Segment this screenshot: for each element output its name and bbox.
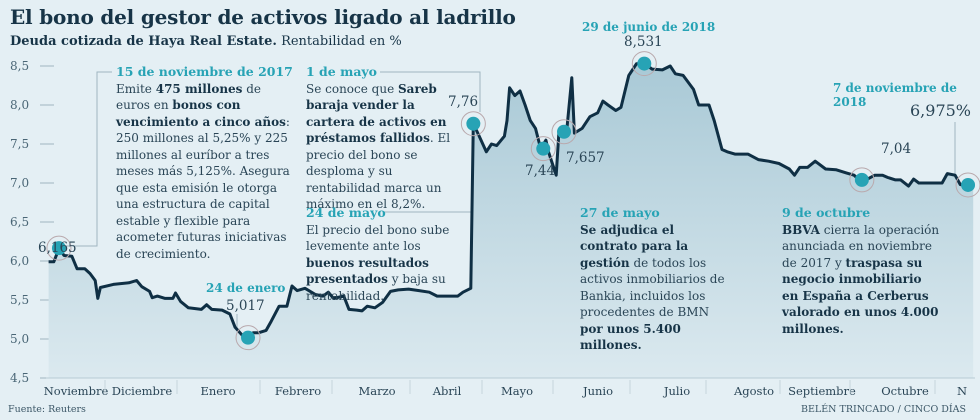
highlight-value-label: 5,017 — [226, 298, 265, 314]
marker-dot — [241, 330, 256, 345]
month-label: Octubre — [881, 384, 929, 398]
marker-ring — [235, 325, 261, 351]
highlight-date-label: 29 de junio de 2018 — [582, 20, 716, 34]
annotation-text: El precio del bono sube levemente ante l… — [306, 222, 450, 254]
y-tick-label: 8,0 — [10, 98, 29, 112]
y-tick-label: 7,0 — [10, 176, 29, 190]
annotation-oct9: 9 de octubre BBVA cierra la operación anu… — [782, 205, 942, 337]
month-label: Enero — [200, 384, 235, 398]
marker-dot — [557, 124, 571, 139]
y-tick-label: 6,5 — [10, 215, 29, 229]
highlight-value-label: 7,76 — [448, 94, 479, 110]
area-fill — [48, 63, 974, 378]
highlight-value-label: 7,44 — [525, 163, 556, 179]
annotation-date: 24 de mayo — [306, 205, 386, 220]
annotation-date: 1 de mayo — [306, 64, 378, 79]
annotation-text-bold: Se adjudica el contrato para la gestión — [580, 222, 689, 270]
highlight-value-label: 8,531 — [624, 34, 663, 50]
annotation-text-bold: bonos con vencimiento a cinco años — [116, 98, 286, 129]
marker-ring — [955, 172, 980, 198]
annotation-nov15: 15 de noviembre de 2017 Emite 475 millone… — [116, 64, 298, 262]
marker-ring — [551, 119, 577, 145]
highlight-date-label: 24 de enero — [206, 281, 286, 295]
chart-subtitle: Deuda cotizada de Haya Real Estate. Rent… — [10, 34, 402, 49]
month-label: Mayo — [501, 384, 533, 398]
annotation-date: 27 de mayo — [580, 205, 660, 220]
month-label: Diciembre — [112, 384, 173, 398]
y-tick-label: 7,5 — [10, 137, 29, 151]
marker-dot — [961, 177, 976, 192]
marker-ring — [849, 167, 875, 193]
annotation-date: 15 de noviembre de 2017 — [116, 64, 293, 79]
marker-ring — [530, 136, 556, 162]
subtitle-bold: Deuda cotizada de Haya Real Estate. — [10, 34, 277, 49]
annotation-text-bold: 475 millones — [155, 81, 243, 96]
annotation-text: cierra la operación anunciada en noviemb… — [782, 222, 940, 270]
highlight-markers — [46, 51, 980, 351]
chart-title: El bono del gestor de activos ligado al … — [10, 5, 516, 29]
marker-dot — [466, 116, 481, 131]
annotation-text-bold: Sareb baraja vender la cartera de activo… — [306, 81, 447, 146]
annotation-text: Emite — [116, 81, 156, 96]
annotation-text-bold: traspasa su negocio inmobiliario en Espa… — [782, 255, 939, 336]
marker-dot — [536, 141, 551, 156]
leader-line — [62, 71, 112, 247]
y-axis: 8,5 8,0 7,5 7,0 6,5 6,0 5,5 5,0 4,5 — [10, 59, 54, 385]
marker-dot — [637, 56, 652, 71]
credit-note: BELÉN TRINCADO / CINCO DÍAS — [801, 404, 966, 415]
highlight-date-label: 7 de noviembre de 2018 — [833, 81, 957, 109]
highlight-value-label: 6,975% — [910, 101, 972, 120]
month-label: Agosto — [733, 384, 774, 398]
month-label: Abril — [432, 384, 462, 398]
annotation-date: 9 de octubre — [782, 205, 871, 220]
x-axis: Noviembre Diciembre Enero Febrero Marzo Abril… — [44, 377, 975, 398]
highlight-value-label: 6,165 — [38, 240, 77, 256]
month-label: N — [957, 384, 967, 398]
y-tick-label: 5,5 — [10, 293, 29, 307]
month-label: Febrero — [275, 384, 321, 398]
subtitle-rest: Rentabilidad en % — [276, 34, 402, 49]
marker-ring — [631, 51, 657, 77]
marker-dot — [854, 172, 869, 187]
month-label: Marzo — [358, 384, 395, 398]
marker-ring — [46, 235, 72, 261]
y-tick-label: 5,0 — [10, 332, 29, 346]
marker-ring — [460, 111, 486, 137]
leader-line — [380, 71, 481, 112]
annotation-text: : 250 millones al 5,25% y 225 millones a… — [116, 114, 290, 261]
annotation-text: de euros en — [116, 81, 262, 113]
annotation-text: Se conoce que — [306, 81, 398, 96]
y-tick-label: 6,0 — [10, 254, 29, 268]
highlight-value-label: 7,657 — [566, 150, 605, 166]
month-label: Junio — [582, 384, 613, 398]
y-tick-label: 4,5 — [10, 371, 29, 385]
annotation-may24: 24 de mayo El precio del bono sube leveme… — [306, 205, 466, 304]
month-label: Noviembre — [44, 384, 109, 398]
marker-dot — [51, 241, 66, 256]
annotation-text: de todos los activos inmobiliarios de Ba… — [580, 255, 725, 320]
source-note: Fuente: Reuters — [8, 404, 86, 415]
annotation-may1: 1 de mayo Se conoce que Sareb baraja vend… — [306, 64, 466, 213]
annotation-text: . El precio del bono se desploma y su re… — [306, 131, 451, 211]
month-label: Septiembre — [788, 384, 856, 398]
annotation-text-bold: buenos resultados presentados — [306, 255, 429, 287]
annotation-text: y baja su rentabilidad. — [306, 272, 446, 303]
annotation-may27: 27 de mayo Se adjudica el contrato para l… — [580, 205, 730, 354]
y-tick-label: 8,5 — [10, 59, 29, 73]
annotation-text-bold: por unos 5.400 millones. — [580, 321, 681, 353]
highlight-value-label: 7,04 — [881, 141, 912, 157]
annotation-text-bold: BBVA — [782, 222, 820, 237]
series-line — [48, 62, 974, 339]
month-label: Julio — [663, 384, 690, 398]
